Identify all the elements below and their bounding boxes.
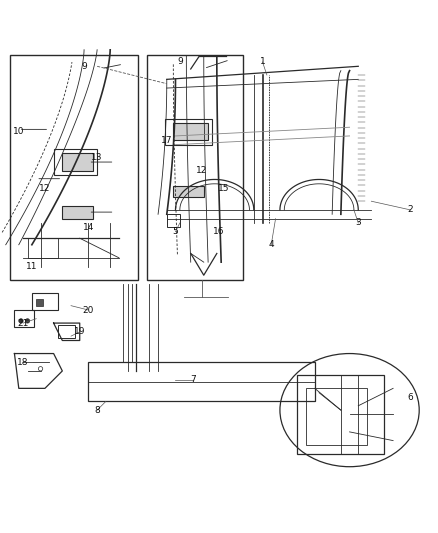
Bar <box>62 154 93 171</box>
Text: 1: 1 <box>260 58 265 67</box>
Bar <box>14 310 34 327</box>
Text: 4: 4 <box>268 240 274 249</box>
Text: 9: 9 <box>81 62 87 71</box>
Bar <box>88 362 315 401</box>
Text: 3: 3 <box>355 219 361 228</box>
Bar <box>58 325 75 338</box>
Text: 2: 2 <box>408 205 413 214</box>
Text: 12: 12 <box>39 184 51 192</box>
Text: 12: 12 <box>196 166 207 175</box>
Circle shape <box>25 319 30 323</box>
Bar <box>53 149 97 175</box>
Text: 11: 11 <box>26 262 38 271</box>
Text: 17: 17 <box>161 136 173 145</box>
Bar <box>306 389 367 445</box>
Bar <box>62 206 93 219</box>
Circle shape <box>19 319 23 323</box>
Text: 21: 21 <box>18 319 29 328</box>
Text: 9: 9 <box>177 58 183 67</box>
Text: 6: 6 <box>408 393 413 401</box>
Text: 5: 5 <box>173 227 178 236</box>
Text: 7: 7 <box>190 375 196 384</box>
Text: 14: 14 <box>83 223 94 232</box>
Text: 18: 18 <box>18 358 29 367</box>
Text: 16: 16 <box>213 227 225 236</box>
Bar <box>173 123 208 140</box>
Text: 8: 8 <box>94 406 100 415</box>
Text: 15: 15 <box>218 184 229 192</box>
Bar <box>173 186 204 197</box>
Bar <box>297 375 385 454</box>
Bar <box>32 293 58 310</box>
Bar <box>147 55 243 279</box>
Bar <box>165 118 212 144</box>
Bar <box>10 55 138 279</box>
Text: 19: 19 <box>74 327 85 336</box>
Bar <box>36 299 43 305</box>
Text: 20: 20 <box>83 305 94 314</box>
Bar <box>167 214 180 228</box>
Text: 13: 13 <box>92 153 103 162</box>
Text: 10: 10 <box>13 127 25 136</box>
